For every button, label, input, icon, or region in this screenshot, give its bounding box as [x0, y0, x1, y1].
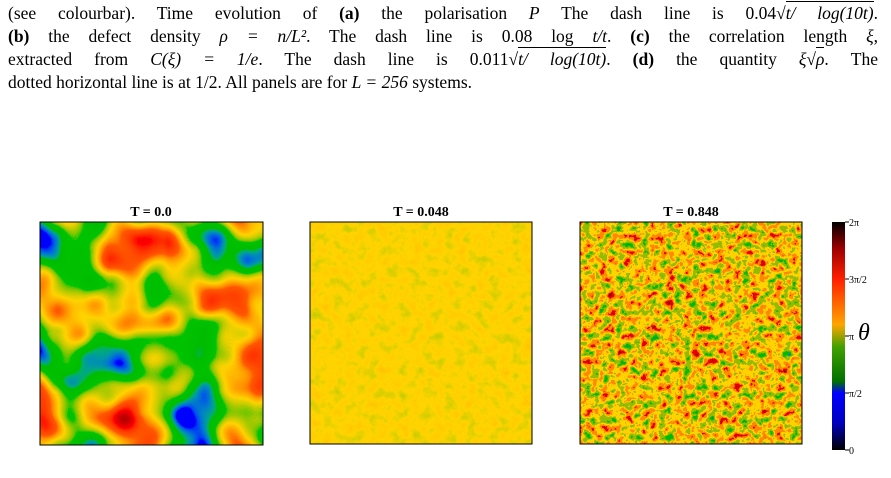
- caption-text: extracted from: [8, 49, 151, 69]
- colorbar-tick-label: 3π/2: [849, 275, 867, 286]
- caption-text: (d): [632, 49, 655, 69]
- caption-text: ρ: [815, 47, 825, 69]
- caption-text: P: [528, 3, 540, 23]
- panel-title: T = 0.0: [130, 205, 172, 220]
- caption-text: L = 256: [351, 72, 408, 92]
- caption-text: t/ log(10t): [785, 1, 874, 23]
- caption-text: .: [607, 26, 631, 46]
- colorbar-label: θ: [858, 320, 870, 346]
- caption-text: systems.: [407, 72, 473, 92]
- colorbar-tick-label: 0: [849, 446, 854, 457]
- colorbar-tick-label: π: [849, 332, 854, 343]
- caption-text: .: [606, 49, 633, 69]
- caption-text: the quantity: [654, 49, 799, 69]
- panel-frame: [579, 221, 803, 445]
- panel-frame: [39, 221, 264, 446]
- caption-text: . The: [824, 49, 879, 69]
- caption-text: ρ = n/L²: [219, 26, 307, 46]
- panel-title: T = 0.048: [393, 205, 449, 220]
- colorbar-tick-label: 2π: [849, 218, 859, 229]
- caption-line: (see colourbar). Time evolution of (a) t…: [8, 1, 878, 24]
- panel-frame: [309, 221, 533, 445]
- caption-text: dotted horizontal line is at 1/2. All pa…: [8, 72, 352, 92]
- phase-map: [310, 222, 532, 444]
- caption-line: dotted horizontal line is at 1/2. All pa…: [8, 71, 878, 93]
- caption-text: (b): [8, 26, 30, 46]
- caption-line: (b) the defect density ρ = n/L². The das…: [8, 25, 878, 47]
- caption-text: ξ√: [798, 49, 816, 69]
- caption-text: (a): [339, 3, 360, 23]
- caption-text: . The dash line is 0.08 log: [306, 26, 593, 46]
- caption-text: the defect density: [29, 26, 220, 46]
- phase-map: [580, 222, 802, 444]
- caption-text: .: [873, 3, 878, 23]
- caption-text: ξ: [866, 26, 874, 46]
- caption-text: The dash line is 0.04√: [539, 3, 786, 23]
- caption-text: the polarisation: [359, 3, 529, 23]
- colorbar: [832, 222, 845, 450]
- panel-title: T = 0.848: [663, 205, 719, 220]
- colorbar-ticks: 0 π/2 π 3π/2 2π: [845, 218, 867, 457]
- caption-text: (c): [630, 26, 650, 46]
- caption-line: extracted from C(ξ) = 1/e. The dash line…: [8, 47, 879, 70]
- caption-text: t/t: [592, 26, 608, 46]
- caption-text: . The dash line is 0.011√: [258, 49, 519, 69]
- phase-map: [40, 222, 263, 445]
- caption-text: C(ξ) = 1/e: [150, 49, 259, 69]
- caption-text: the correlation length: [649, 26, 867, 46]
- colorbar-tick-label: π/2: [849, 389, 862, 400]
- caption-text: ,: [873, 26, 878, 46]
- caption-text: (see colourbar). Time evolution of: [8, 3, 340, 23]
- caption-text: t/ log(10t): [518, 47, 607, 69]
